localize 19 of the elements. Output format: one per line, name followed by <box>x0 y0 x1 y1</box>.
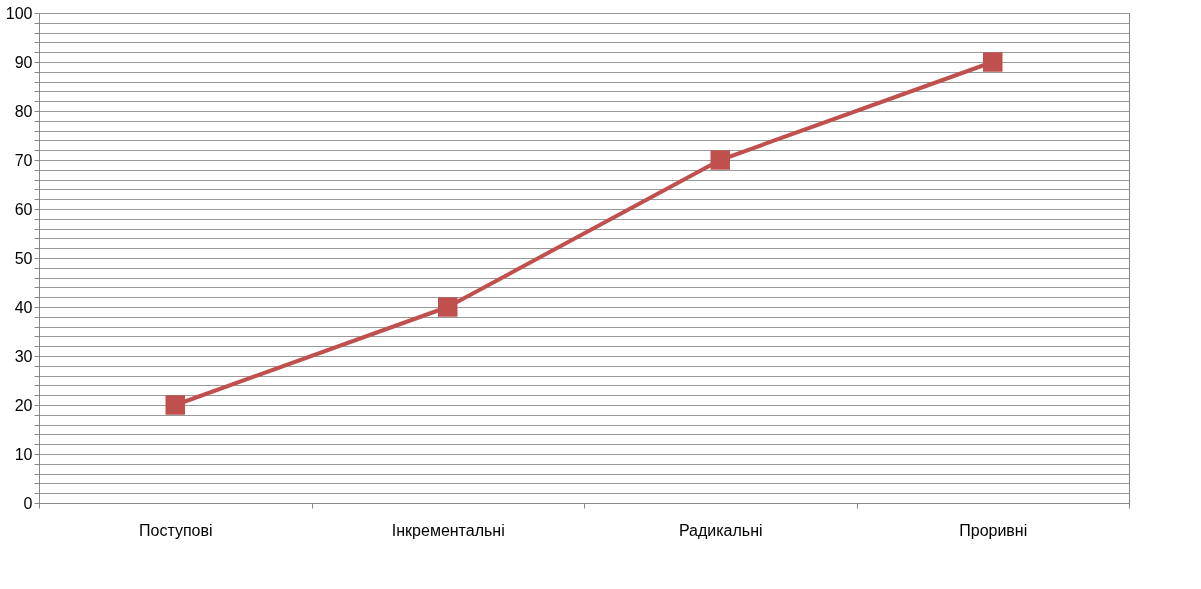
point <box>165 395 185 415</box>
y-tick-label: 30 <box>14 347 33 365</box>
point <box>710 150 730 170</box>
y-tick-label: 80 <box>14 102 33 120</box>
y-tick-label: 0 <box>23 494 33 512</box>
point <box>438 297 458 317</box>
x-tick-label: Проривні <box>959 521 1028 539</box>
x-tick-label: Поступові <box>138 521 213 539</box>
y-tick-label: 10 <box>14 445 33 463</box>
y-tick-label: 40 <box>14 298 33 316</box>
y-tick-label: 100 <box>5 4 33 22</box>
y-tick-label: 90 <box>14 53 33 71</box>
point <box>983 52 1003 72</box>
y-tick-label: 20 <box>14 396 33 414</box>
y-tick-label: 50 <box>14 249 33 267</box>
x-tick-label: Інкрементальні <box>391 521 505 539</box>
y-tick-label: 60 <box>14 200 33 218</box>
x-tick-label: Радикальні <box>678 521 763 539</box>
y-tick-label: 70 <box>14 151 33 169</box>
